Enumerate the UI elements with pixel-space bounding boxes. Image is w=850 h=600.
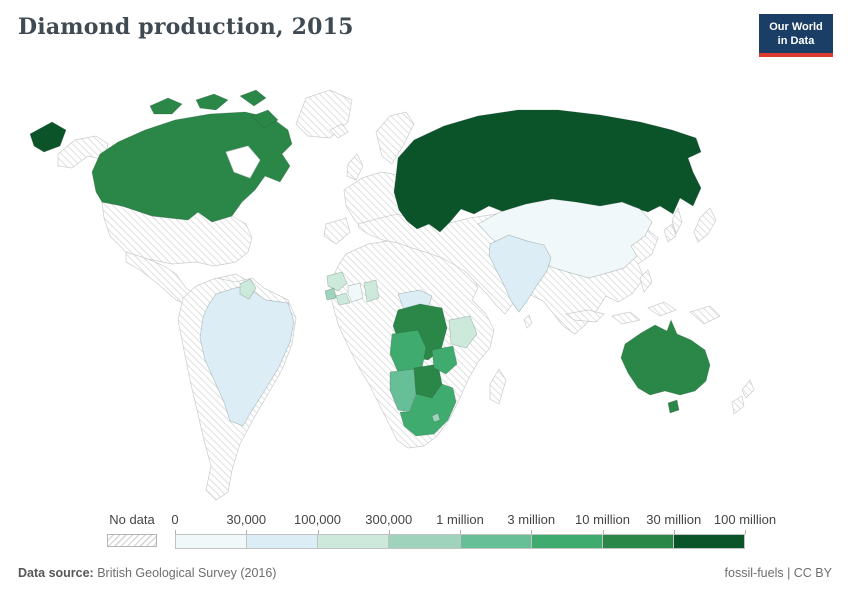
legend-tick-mark: [745, 530, 746, 534]
legend-band[interactable]: [601, 535, 673, 548]
legend-tick-mark: [602, 530, 604, 534]
country-australia-tasmania[interactable]: [667, 399, 680, 414]
page-title: Diamond production, 2015: [18, 14, 354, 40]
region-indonesia: [565, 301, 677, 325]
legend-band[interactable]: [246, 535, 318, 548]
license-credit: fossil-fuels | CC BY: [724, 566, 832, 580]
legend-tick-mark: [673, 530, 675, 534]
region-scandinavia: [375, 111, 415, 165]
data-source: Data source: British Geological Survey (…: [18, 566, 276, 580]
country-cote-divoire[interactable]: [347, 282, 364, 303]
country-south-africa[interactable]: [399, 383, 457, 437]
country-brazil[interactable]: [199, 286, 295, 427]
legend-tick-label: 100 million: [713, 512, 777, 527]
legend-no-data[interactable]: No data: [107, 512, 157, 547]
legend-band[interactable]: [388, 535, 460, 548]
data-source-value: British Geological Survey (2016): [97, 566, 277, 580]
owid-logo: Our World in Data: [759, 14, 833, 57]
country-ghana[interactable]: [363, 279, 380, 303]
country-russia-kamchatka[interactable]: [681, 167, 698, 205]
region-britain: [346, 153, 364, 181]
region-sri-lanka: [523, 314, 533, 329]
owid-logo-line1: Our World: [769, 21, 823, 33]
legend-scale: 0 30,000 100,000 300,000 1 million 3 million 1…: [171, 512, 776, 549]
country-russia[interactable]: [393, 109, 702, 233]
region-korea: [663, 223, 677, 243]
country-tanzania[interactable]: [448, 315, 478, 349]
legend-band[interactable]: [176, 535, 247, 548]
legend-tick-label: 300,000: [365, 512, 413, 527]
country-australia[interactable]: [620, 319, 711, 396]
legend-tick-mark: [531, 530, 533, 534]
legend-ticks: 0 30,000 100,000 300,000 1 million 3 million 1…: [171, 512, 776, 528]
region-iberia: [323, 217, 351, 245]
country-russia-chukotka[interactable]: [29, 121, 67, 153]
data-source-label: Data source:: [18, 566, 94, 580]
legend-tick-mark: [388, 530, 390, 534]
legend-tick-label: 30,000: [226, 512, 267, 527]
legend-band[interactable]: [317, 535, 389, 548]
country-canada-arctic-islands[interactable]: [149, 89, 279, 129]
no-data-label: No data: [109, 512, 155, 527]
legend-tick-label: 1 million: [436, 512, 484, 527]
legend-tick-label: 30 million: [646, 512, 702, 527]
country-guyana[interactable]: [239, 278, 257, 300]
region-new-zealand: [731, 379, 755, 415]
country-sierra-leone[interactable]: [324, 287, 337, 301]
region-madagascar: [489, 368, 507, 405]
country-canada[interactable]: [91, 111, 293, 223]
country-zimbabwe[interactable]: [431, 345, 458, 375]
region-philippines: [639, 269, 653, 293]
legend-tick-mark: [317, 530, 319, 534]
legend-tick-mark: [460, 530, 461, 534]
legend-tick-label: 3 million: [507, 512, 556, 527]
country-india[interactable]: [488, 234, 552, 313]
owid-logo-line2: in Data: [777, 35, 815, 48]
legend-tick-label: 100,000: [294, 512, 341, 527]
legend-tick-label: 0: [171, 512, 179, 527]
map-legend: No data 0 30,000 100,000 300,000 1 million 3 …: [0, 512, 850, 552]
region-iceland: [329, 123, 349, 139]
legend-tick-marks: [175, 530, 746, 534]
legend-band[interactable]: [672, 535, 744, 548]
legend-tick-label: 10 million: [575, 512, 630, 527]
legend-band[interactable]: [459, 535, 531, 548]
legend-tick-mark: [175, 530, 176, 534]
legend-band[interactable]: [530, 535, 602, 548]
country-guinea[interactable]: [326, 271, 348, 292]
legend-tick-mark: [246, 530, 248, 534]
region-papua-new-guinea: [689, 305, 721, 325]
country-angola[interactable]: [389, 329, 427, 373]
country-liberia[interactable]: [335, 292, 351, 306]
country-lesotho[interactable]: [431, 412, 441, 423]
hudson-bay: [225, 145, 261, 179]
world-map: [0, 72, 850, 504]
region-japan: [693, 207, 717, 243]
footer: Data source: British Geological Survey (…: [18, 566, 832, 580]
no-data-swatch[interactable]: [107, 534, 157, 547]
legend-bar: [175, 534, 745, 549]
region-sakhalin: [671, 207, 683, 235]
